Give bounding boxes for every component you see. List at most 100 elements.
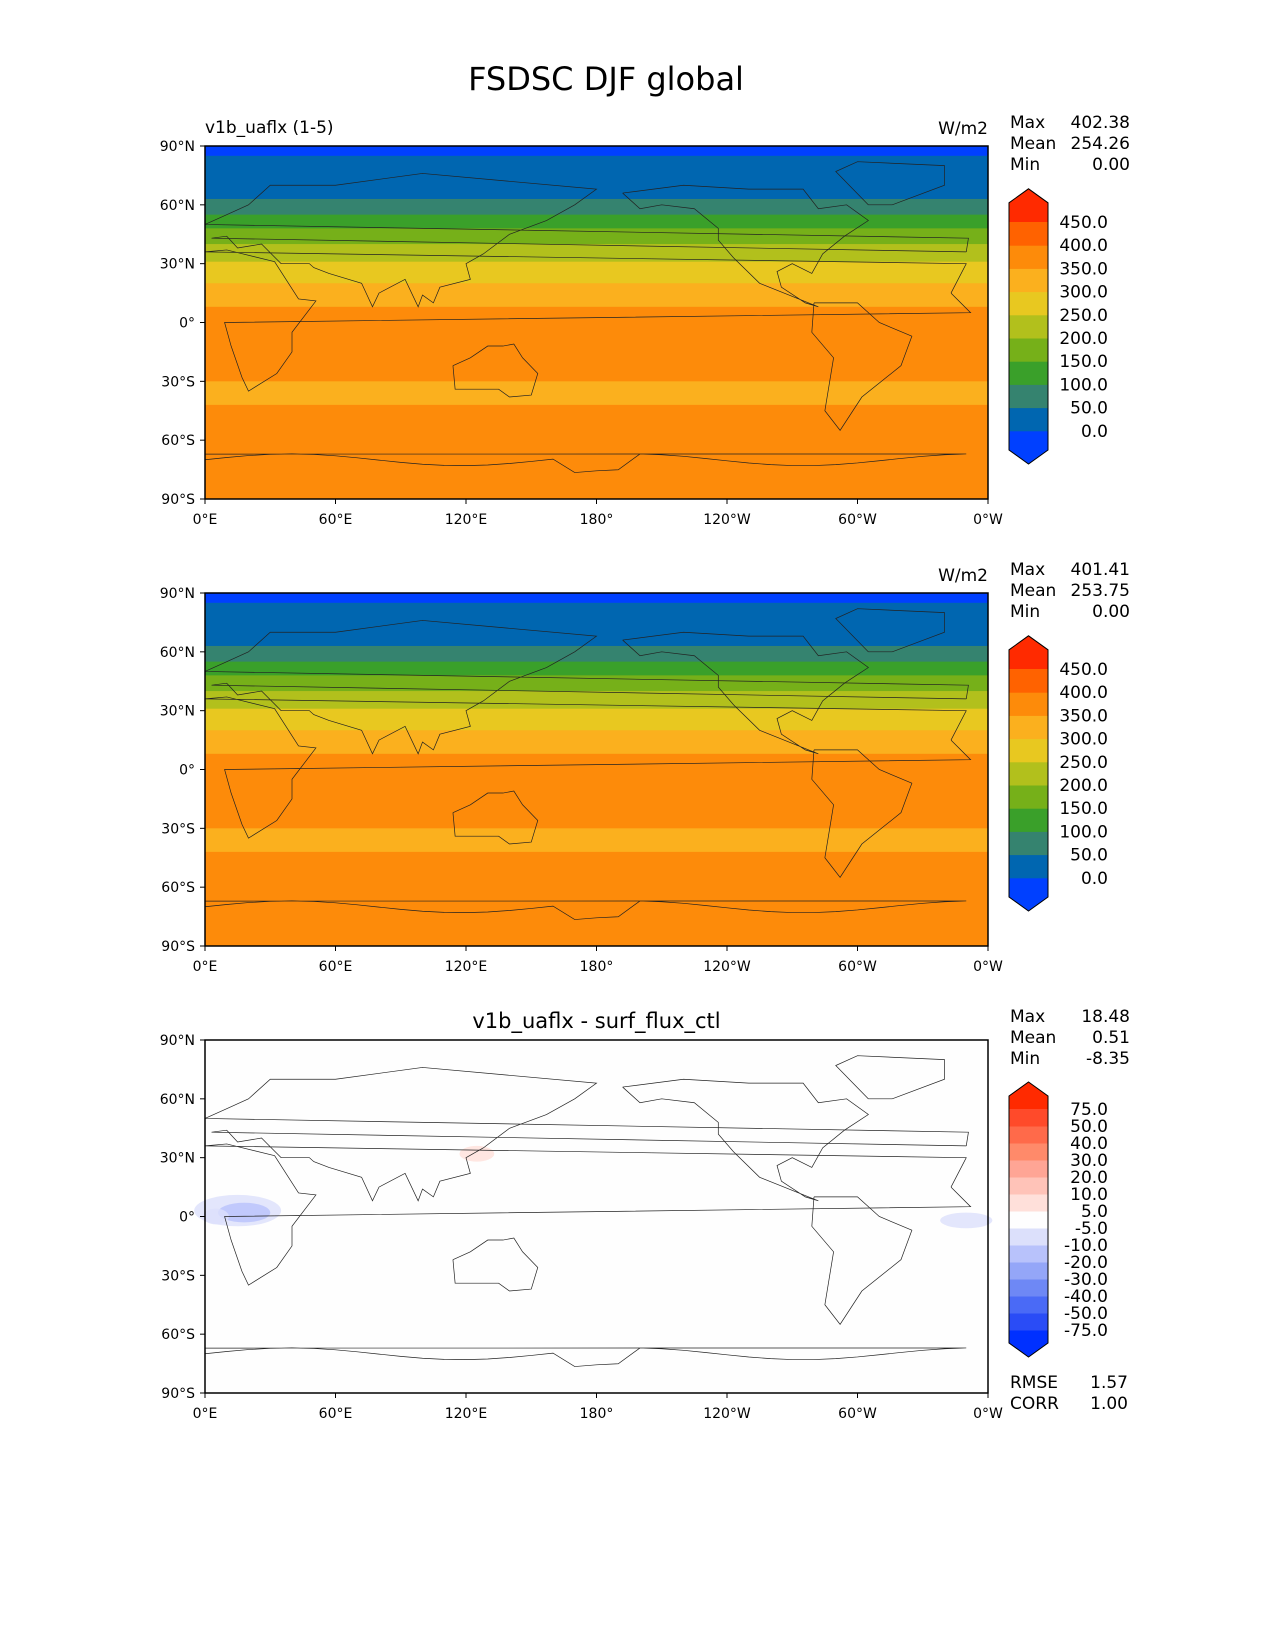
contour-band (205, 244, 988, 263)
coastline (204, 249, 972, 392)
contour-band (205, 753, 988, 829)
panel-units: W/m2 (938, 119, 988, 139)
y-tick-label: 0° (179, 316, 195, 332)
colorbar-segment (1009, 1211, 1048, 1229)
stat-label: Min (1010, 155, 1040, 175)
footer-stat-label: CORR (1010, 1394, 1059, 1414)
stat-value: 0.51 (1092, 1028, 1130, 1048)
colorbar-tick-label: 100.0 (1059, 375, 1108, 395)
y-tick-label: 30°N (160, 1151, 195, 1167)
coastline (622, 184, 869, 308)
map-panel-1: 90°N 60°N 30°N 0° 30°S 60°S 90°S 0°E 60°E 120°E 18… (160, 113, 1130, 528)
y-tick-label: 60°N (160, 198, 195, 214)
y-tick-label: 90°N (160, 139, 195, 155)
y-tick-label: 90°S (161, 1386, 195, 1402)
contour-band (205, 146, 988, 157)
colorbar-segment (1009, 1194, 1048, 1212)
coastline (835, 1055, 945, 1100)
x-tick-label: 0°E (193, 959, 218, 975)
y-tick-label: 30°S (161, 374, 195, 390)
footer-stat-label: RMSE (1010, 1373, 1058, 1393)
colorbar-tick-label: 150.0 (1059, 799, 1108, 819)
x-tick-label: 60°E (319, 512, 353, 528)
colorbar-segment (1009, 1262, 1048, 1280)
colorbar-segment (1009, 669, 1048, 693)
colorbar-extend-max (1009, 635, 1048, 669)
colorbar-tick-label: 150.0 (1059, 352, 1108, 372)
coastline (811, 749, 913, 878)
colorbar-tick-label: 400.0 (1059, 236, 1108, 256)
coastline (204, 620, 969, 755)
colorbar-tick-label: -30.0 (1064, 1270, 1108, 1290)
colorbar-segment (1009, 222, 1048, 246)
coastline (622, 1078, 869, 1202)
colorbar-tick-label: -50.0 (1064, 1304, 1108, 1324)
stat-label: Max (1010, 113, 1045, 133)
colorbar-segment (1009, 407, 1048, 432)
colorbar-tick-label: 250.0 (1059, 753, 1108, 773)
x-tick-label: 120°W (703, 512, 751, 528)
x-tick-label: 60°E (319, 1406, 353, 1422)
colorbar-tick-label: 300.0 (1059, 283, 1108, 303)
coastline (811, 302, 913, 431)
x-tick-label: 180° (580, 512, 614, 528)
x-tick-label: 120°E (445, 1406, 488, 1422)
y-tick-label: 30°N (160, 257, 195, 273)
colorbar-outline (1008, 635, 1049, 912)
colorbar-tick-label: 450.0 (1059, 660, 1108, 680)
colorbar-tick-label: 350.0 (1059, 259, 1108, 279)
y-tick-label: 60°N (160, 1092, 195, 1108)
x-tick-label: 120°W (703, 1406, 751, 1422)
stat-label: Mean (1010, 1028, 1056, 1048)
stat-label: Mean (1010, 134, 1056, 154)
contour-band (205, 828, 988, 853)
stat-value: 402.38 (1071, 113, 1130, 133)
colorbar-segment (1009, 715, 1048, 740)
colorbar-segment (1009, 1160, 1048, 1178)
x-tick-label: 60°W (838, 959, 877, 975)
x-tick-label: 0°W (973, 959, 1003, 975)
contour-band (205, 602, 988, 647)
y-tick-label: 60°N (160, 645, 195, 661)
contour-band (205, 730, 988, 755)
x-tick-label: 120°W (703, 959, 751, 975)
colorbar-tick-label: -20.0 (1064, 1253, 1108, 1273)
colorbar-tick-label: 200.0 (1059, 329, 1108, 349)
y-tick-label: 90°N (160, 586, 195, 602)
coastline (204, 1143, 972, 1286)
map-panel-3: 90°N 60°N 30°N 0° 30°S 60°S 90°S 0°E 60°E 120°E 18… (160, 1007, 1130, 1422)
colorbar-segment (1009, 831, 1048, 856)
contour-band (205, 691, 988, 710)
x-tick-label: 0°E (193, 1406, 218, 1422)
colorbar-segment (1009, 361, 1048, 385)
coastline (452, 790, 539, 845)
stat-value: 401.41 (1071, 560, 1130, 580)
colorbar-tick-label: -5.0 (1075, 1219, 1108, 1239)
contour-band (205, 593, 988, 604)
colorbar-segment (1009, 338, 1048, 362)
coastline (204, 1067, 969, 1202)
y-tick-label: 90°S (161, 492, 195, 508)
colorbar-tick-label: 0.0 (1081, 422, 1108, 442)
colorbar-segment (1009, 1109, 1048, 1127)
colorbar-tick-label: 0.0 (1081, 869, 1108, 889)
colorbar-tick-label: -75.0 (1064, 1321, 1108, 1341)
colorbar-segment (1009, 1143, 1048, 1161)
colorbar-tick-label: 20.0 (1070, 1168, 1108, 1188)
colorbar-tick-label: 350.0 (1059, 706, 1108, 726)
colorbar-tick-label: 50.0 (1070, 399, 1108, 419)
colorbar-segment (1009, 245, 1048, 269)
coastline (452, 1237, 539, 1292)
panel-units: W/m2 (938, 566, 988, 586)
footer-stat-value: 1.57 (1090, 1373, 1128, 1393)
colorbar-segment (1009, 291, 1048, 316)
y-tick-label: 60°S (161, 1327, 195, 1343)
coastline (204, 696, 972, 839)
x-tick-label: 120°E (445, 512, 488, 528)
colorbar-segment (1009, 1279, 1048, 1297)
y-tick-label: 0° (179, 1210, 195, 1226)
contour-band (205, 214, 988, 229)
x-tick-label: 60°W (838, 512, 877, 528)
stat-value: 18.48 (1081, 1007, 1130, 1027)
stat-value: 0.00 (1092, 155, 1130, 175)
